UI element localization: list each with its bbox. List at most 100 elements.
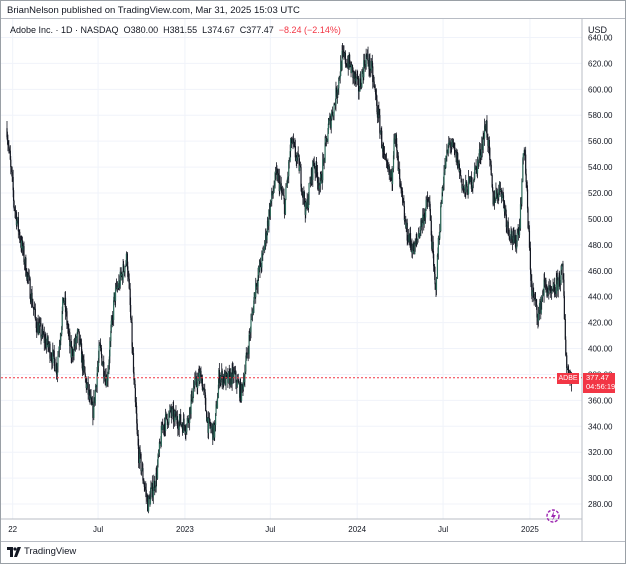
- price-bar-body: [484, 125, 486, 139]
- price-bar-body: [248, 333, 251, 335]
- price-bar-body: [282, 192, 284, 194]
- price-bar-body: [16, 220, 18, 226]
- price-bar-body: [472, 180, 474, 182]
- price-bar-body: [51, 358, 53, 364]
- price-bar-body: [31, 292, 33, 306]
- price-bar-body: [550, 286, 552, 294]
- price-bar-body: [473, 178, 475, 181]
- price-bar-body: [18, 231, 20, 232]
- price-bar-body: [452, 142, 455, 148]
- price-bar-body: [413, 242, 415, 255]
- price-bar-body: [411, 250, 414, 254]
- price-bar-body: [209, 419, 211, 426]
- price-bar-body: [358, 91, 360, 92]
- price-bar-body: [23, 262, 26, 265]
- price-bar-body: [274, 171, 277, 174]
- price-bar-body: [529, 247, 531, 270]
- price-bar-body: [173, 413, 176, 422]
- price-bar-body: [98, 345, 100, 359]
- price-chart[interactable]: 280.00 300.00 320.00 340.00 360.00 380.00 400.…: [1, 1, 625, 541]
- price-bar-body: [404, 219, 406, 221]
- price-bar-body: [93, 397, 95, 404]
- price-bar-body: [226, 374, 228, 375]
- price-bar-body: [232, 368, 234, 379]
- price-bar-body: [300, 186, 303, 193]
- price-bar-body: [73, 344, 75, 357]
- price-bar-body: [521, 181, 523, 204]
- price-bar-body: [75, 337, 77, 343]
- price-bar-body: [309, 182, 312, 184]
- price-bar-body: [80, 340, 82, 344]
- price-bar-body: [68, 330, 70, 333]
- price-bar-body: [125, 263, 127, 267]
- price-bar-body: [466, 181, 468, 187]
- price-bar-body: [175, 416, 178, 421]
- replay-icon[interactable]: [545, 508, 561, 524]
- price-bar-body: [88, 390, 91, 400]
- price-bar-body: [94, 390, 96, 404]
- price-bar-body: [201, 378, 203, 391]
- price-bar-body: [327, 133, 329, 142]
- price-bar-body: [210, 425, 212, 430]
- price-bar-body: [273, 186, 275, 191]
- price-bar-body: [333, 104, 335, 116]
- price-bar-body: [448, 142, 450, 146]
- price-bar-body: [229, 372, 231, 386]
- price-bar-body: [61, 310, 63, 327]
- price-bar-body: [307, 199, 310, 209]
- price-bar-body: [7, 140, 9, 146]
- price-bar-body: [160, 425, 162, 446]
- currency-label[interactable]: USD: [588, 25, 608, 35]
- price-bar-body: [121, 273, 123, 276]
- price-bar-body: [272, 192, 274, 196]
- price-bar-body: [434, 274, 436, 285]
- price-bar-body: [480, 155, 482, 158]
- price-bar-body: [40, 336, 43, 338]
- price-bar-body: [164, 414, 167, 431]
- x-tick-label: 2025: [521, 525, 539, 534]
- price-bar-body: [259, 261, 262, 267]
- price-bar-body: [216, 398, 219, 409]
- price-bar-body: [504, 208, 506, 212]
- y-tick-label: 520.00: [588, 189, 613, 198]
- price-bar-body: [516, 232, 518, 242]
- price-bar-body: [101, 354, 103, 366]
- close-label: C: [239, 25, 247, 35]
- price-bar-body: [457, 153, 459, 169]
- price-bar-body: [218, 369, 220, 384]
- price-bar-body: [90, 398, 93, 405]
- price-bar-body: [347, 62, 349, 69]
- price-bar-body: [441, 192, 443, 204]
- price-bar-body: [554, 291, 557, 294]
- price-bar-body: [410, 243, 412, 246]
- x-tick-label: 2023: [176, 525, 194, 534]
- price-bar-body: [539, 301, 541, 311]
- price-bar-body: [399, 179, 401, 184]
- price-bar-body: [271, 191, 273, 201]
- price-bar-body: [465, 181, 467, 193]
- price-bar-body: [363, 60, 365, 78]
- price-bar-body: [508, 229, 510, 237]
- price-bar-body: [191, 391, 193, 402]
- price-bar-body: [13, 190, 15, 201]
- symbol-name: Adobe Inc. · 1D · NASDAQ: [10, 25, 119, 35]
- price-bar-body: [92, 403, 94, 418]
- price-bar-body: [224, 372, 226, 386]
- price-bar-body: [83, 359, 85, 367]
- price-bar-body: [66, 311, 68, 326]
- price-bar-body: [21, 240, 24, 251]
- price-bar-body: [214, 424, 216, 438]
- symbol-info: Adobe Inc. · 1D · NASDAQ O380.00 H381.55…: [10, 25, 341, 35]
- price-bar-body: [233, 370, 236, 374]
- high-label: H: [163, 25, 170, 35]
- price-bar-body: [472, 181, 474, 188]
- price-bar-body: [462, 185, 464, 190]
- price-bar-body: [314, 166, 316, 169]
- price-bar-body: [357, 76, 359, 79]
- ticker-tag: ADBE: [557, 372, 579, 384]
- price-bar-body: [466, 186, 468, 195]
- y-axis: 280.00300.00320.00340.00360.00380.00400.…: [588, 33, 613, 509]
- price-bar-body: [509, 238, 512, 240]
- price-bar-body: [355, 73, 357, 82]
- price-bar-body: [248, 334, 250, 355]
